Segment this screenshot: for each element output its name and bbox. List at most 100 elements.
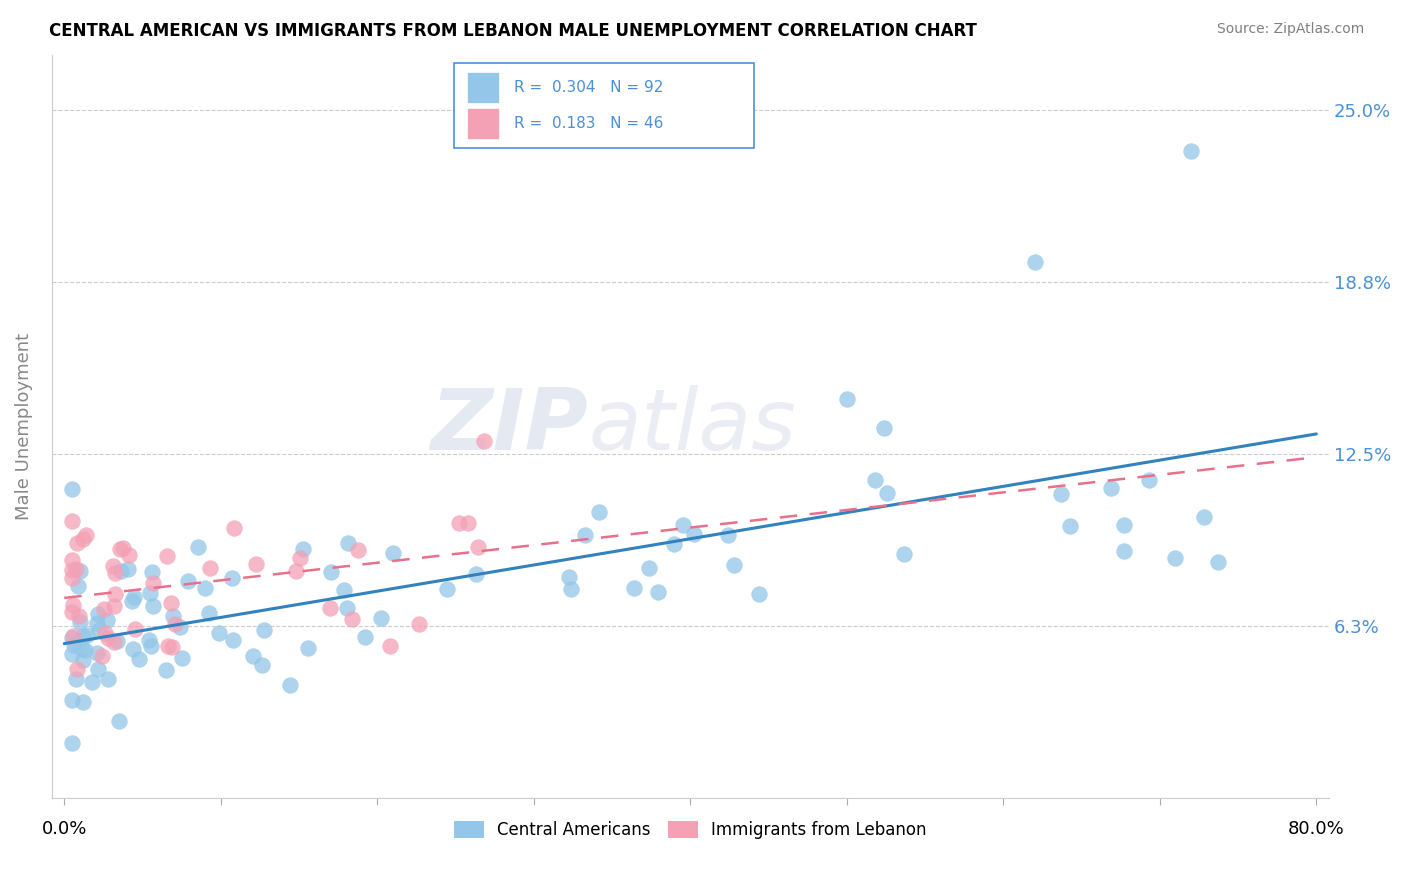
Point [297, 640, 319, 655]
Point [60, 563, 83, 577]
Point [72, 695, 94, 709]
Point [63, 638, 86, 652]
Point [155, 663, 177, 677]
Point [104, 587, 127, 601]
Point [139, 586, 162, 600]
Text: R =  0.304   N = 92: R = 0.304 N = 92 [515, 80, 664, 95]
Point [278, 678, 301, 692]
Point [623, 581, 645, 595]
Point [1114, 517, 1136, 532]
Point [408, 616, 430, 631]
Point [319, 601, 342, 615]
Text: atlas: atlas [588, 385, 796, 468]
Text: Source: ZipAtlas.com: Source: ZipAtlas.com [1216, 22, 1364, 37]
Point [156, 549, 179, 563]
Point [96, 613, 118, 627]
Point [1050, 486, 1073, 500]
Point [574, 528, 596, 542]
Point [94, 626, 117, 640]
Point [62, 598, 84, 612]
Point [172, 651, 194, 665]
Point [163, 617, 186, 632]
Point [108, 541, 131, 556]
Point [835, 392, 858, 406]
Point [382, 546, 405, 560]
Point [253, 624, 276, 638]
Point [62, 629, 84, 643]
Point [285, 564, 308, 578]
Point [87, 662, 110, 676]
Point [87, 607, 110, 622]
Point [141, 565, 163, 579]
Point [748, 586, 770, 600]
Point [1180, 145, 1202, 159]
Point [66, 662, 89, 676]
Point [378, 639, 401, 653]
Point [60, 736, 83, 750]
Point [222, 632, 245, 647]
Point [138, 632, 160, 647]
Point [75, 642, 97, 657]
Point [876, 486, 898, 500]
Point [107, 714, 129, 728]
Point [354, 631, 377, 645]
Point [142, 576, 165, 591]
Point [122, 591, 145, 605]
Text: CENTRAL AMERICAN VS IMMIGRANTS FROM LEBANON MALE UNEMPLOYMENT CORRELATION CHART: CENTRAL AMERICAN VS IMMIGRANTS FROM LEBA… [49, 22, 977, 40]
Point [160, 596, 183, 610]
Y-axis label: Male Unemployment: Male Unemployment [15, 333, 32, 520]
Point [1059, 519, 1081, 533]
Point [1137, 473, 1160, 487]
Point [291, 541, 314, 556]
Point [873, 420, 896, 434]
Point [465, 566, 488, 581]
Point [60, 693, 83, 707]
Point [124, 622, 146, 636]
Point [288, 551, 311, 566]
Point [1164, 551, 1187, 566]
Text: 80.0%: 80.0% [1288, 821, 1344, 838]
Point [337, 536, 360, 550]
Point [472, 434, 495, 449]
Point [60, 606, 83, 620]
Point [60, 632, 83, 646]
Point [60, 553, 83, 567]
Point [60, 482, 83, 496]
Point [252, 658, 274, 673]
Point [177, 574, 200, 588]
Point [336, 600, 359, 615]
Point [560, 582, 582, 596]
Point [118, 549, 141, 563]
Point [588, 505, 610, 519]
Point [162, 609, 184, 624]
FancyBboxPatch shape [454, 62, 754, 148]
Point [197, 607, 219, 621]
Point [208, 625, 231, 640]
Point [117, 562, 139, 576]
Point [242, 649, 264, 664]
Point [1099, 482, 1122, 496]
Point [662, 537, 685, 551]
Point [1206, 556, 1229, 570]
FancyBboxPatch shape [467, 72, 499, 103]
Text: ZIP: ZIP [430, 385, 588, 468]
Point [139, 639, 162, 653]
Point [321, 565, 343, 579]
Point [160, 640, 183, 654]
Point [67, 579, 90, 593]
Point [105, 634, 128, 648]
Point [67, 608, 90, 623]
Point [103, 599, 125, 613]
Point [169, 620, 191, 634]
Point [723, 558, 745, 572]
Point [332, 582, 354, 597]
Point [187, 541, 209, 555]
Point [447, 516, 470, 530]
Point [93, 602, 115, 616]
Point [69, 564, 91, 578]
Point [637, 561, 659, 575]
Point [66, 536, 89, 550]
Text: R =  0.183   N = 46: R = 0.183 N = 46 [515, 116, 664, 131]
Point [156, 639, 179, 653]
Point [72, 532, 94, 546]
